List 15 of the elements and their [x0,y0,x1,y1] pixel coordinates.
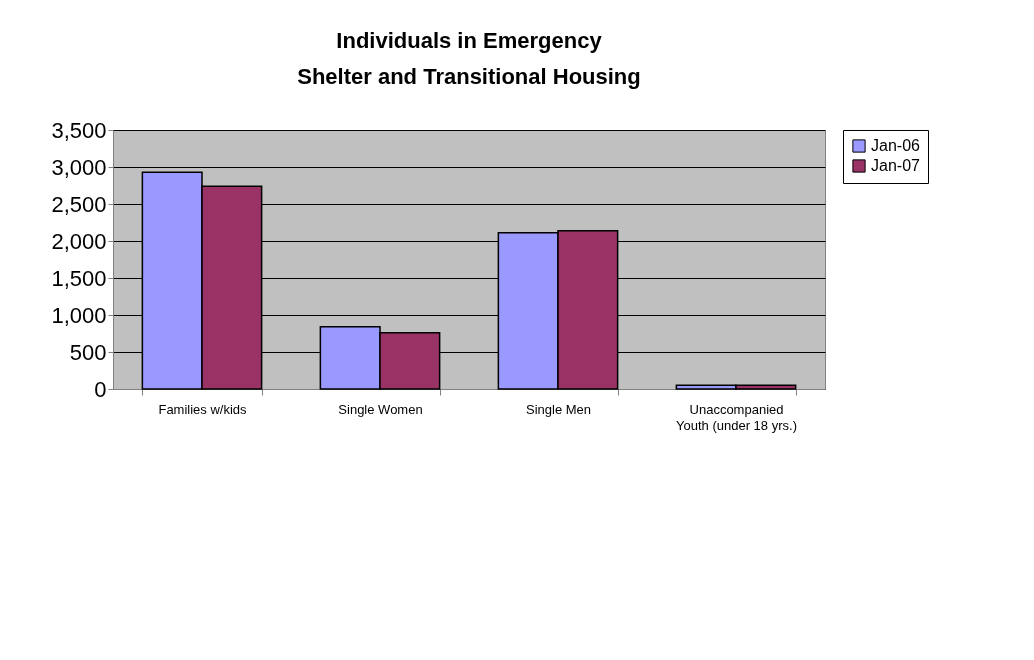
y-tick-label: 500 [69,339,107,365]
x-tick-label: Unaccompanied Youth (under 18 yrs.) [676,401,797,433]
y-tick-label: 0 [94,376,107,402]
x-tick-label: Single Women [338,401,423,417]
y-tick-label: 2,500 [51,191,107,217]
x-tick-label: Single Men [525,401,592,417]
x-tick-label: Families w/kids [158,401,248,417]
y-tick-label: 1,500 [51,265,107,291]
y-tick-label: 3,500 [51,117,107,143]
y-tick-label: 1,000 [51,302,107,328]
legend-label: Jan-07 [871,157,921,174]
chart-title: Individuals in Emergency Shelter and Transitional Housing [297,28,641,89]
legend-label: Jan-06 [871,137,921,154]
y-tick-label: 3,000 [51,154,107,180]
y-tick-label: 2,000 [51,228,107,254]
